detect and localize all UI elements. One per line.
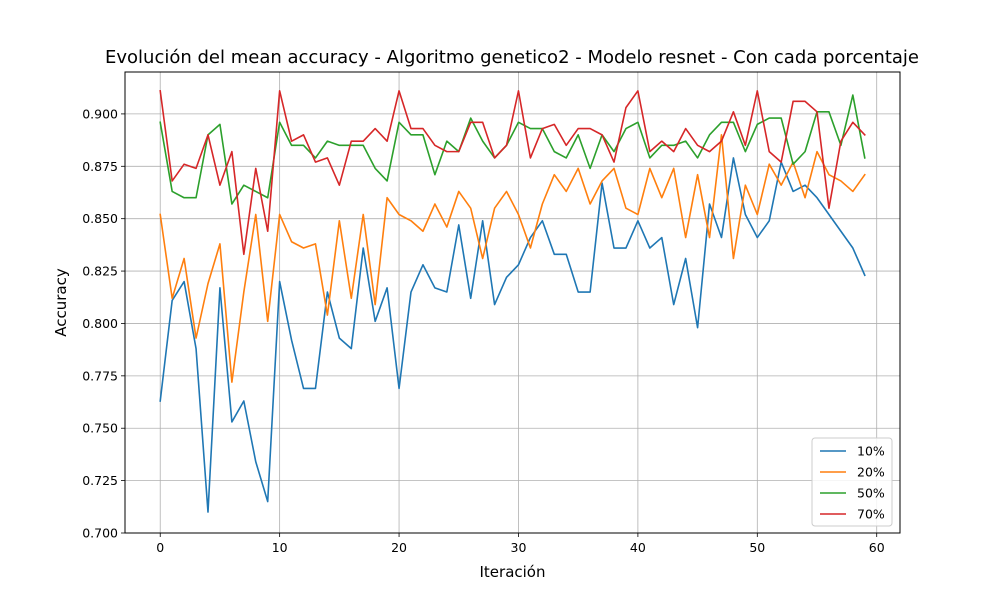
x-tick-label: 0	[156, 540, 164, 555]
y-tick-label: 0.825	[82, 264, 118, 279]
tick-layer: 0 10 20 30 40 50 60 0.700 0.725 0.750 0.775 0.800 0.…	[82, 106, 885, 555]
x-tick-label: 50	[749, 540, 765, 555]
x-tick-label: 30	[511, 540, 527, 555]
series-line-3	[159, 94, 866, 205]
legend-label: 20%	[857, 465, 885, 480]
x-tick-label: 40	[630, 540, 646, 555]
y-tick-label: 0.725	[82, 473, 118, 488]
series-layer	[159, 89, 866, 513]
legend: 10% 20% 50% 70%	[811, 437, 893, 527]
legend-label: 70%	[857, 507, 885, 522]
x-tick-label: 20	[391, 540, 407, 555]
x-tick-label: 60	[869, 540, 885, 555]
legend-label: 50%	[857, 486, 885, 501]
series-line-4	[159, 89, 866, 256]
y-tick-label: 0.700	[82, 526, 118, 541]
series-line-1	[159, 157, 866, 513]
y-axis-label: Accuracy	[52, 268, 70, 337]
y-tick-label: 0.850	[82, 211, 118, 226]
x-tick-label: 10	[272, 540, 288, 555]
series-line-2	[159, 134, 866, 383]
chart-title: Evolución del mean accuracy - Algoritmo …	[105, 47, 919, 68]
x-axis-label: Iteración	[480, 563, 546, 581]
y-tick-label: 0.900	[82, 106, 118, 121]
plot-frame	[124, 71, 901, 534]
legend-box	[811, 437, 893, 527]
legend-label: 10%	[857, 444, 885, 459]
y-tick-label: 0.800	[82, 316, 118, 331]
y-tick-label: 0.775	[82, 368, 118, 383]
y-tick-label: 0.750	[82, 421, 118, 436]
y-tick-label: 0.875	[82, 159, 118, 174]
